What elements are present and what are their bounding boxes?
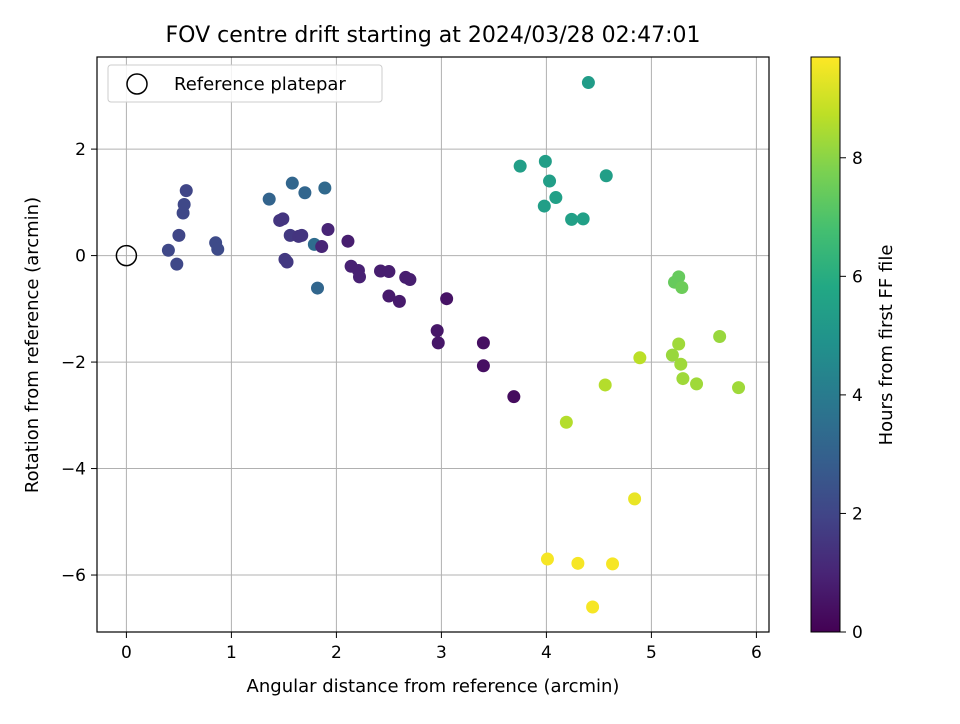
data-point [606, 557, 620, 571]
data-point [172, 228, 186, 242]
x-tick-label: 2 [331, 643, 342, 663]
data-point [440, 292, 454, 306]
data-point [476, 359, 490, 373]
data-point [690, 377, 704, 391]
data-point [341, 234, 355, 248]
data-point [280, 255, 294, 269]
data-point [318, 181, 332, 195]
data-point [540, 552, 554, 566]
data-point [633, 351, 647, 365]
data-point [285, 176, 299, 190]
data-point [321, 223, 335, 236]
chart-title: FOV centre drift starting at 2024/03/28 … [166, 23, 701, 48]
y-tick-label: −4 [61, 460, 86, 480]
plot-frame [96, 56, 770, 633]
data-point [665, 348, 679, 362]
legend-box [107, 64, 383, 103]
x-tick-label: 0 [121, 643, 132, 663]
data-point [549, 191, 563, 205]
data-point [674, 357, 688, 371]
data-point [599, 169, 613, 183]
data-point [732, 381, 746, 395]
legend-marker-icon [126, 73, 148, 95]
x-tick-label: 4 [541, 643, 552, 663]
data-point [628, 492, 642, 506]
data-point [672, 337, 686, 351]
data-point [295, 228, 309, 242]
data-point [311, 281, 324, 295]
colorbar [810, 56, 841, 633]
data-point [571, 556, 585, 570]
data-point [392, 294, 406, 308]
colorbar-tick-label: 0 [852, 623, 863, 643]
legend-label: Reference platepar [174, 74, 346, 95]
data-point [565, 212, 579, 226]
data-point [672, 270, 686, 284]
y-tick-label: 2 [75, 140, 86, 160]
data-point [598, 378, 612, 392]
data-point [513, 159, 527, 173]
colorbar-tick-label: 4 [852, 386, 863, 406]
data-point [507, 390, 521, 404]
x-tick-label: 6 [751, 643, 762, 663]
data-point [586, 600, 600, 614]
data-point [382, 265, 396, 279]
grid-lines [97, 57, 769, 632]
x-axis-ticks: 0 1 2 3 4 5 6 [121, 632, 762, 663]
reference-platepar-marker [115, 244, 138, 267]
data-points [161, 76, 746, 614]
y-axis-label: Rotation from reference (arcmin) [22, 197, 43, 493]
data-point [537, 199, 551, 213]
colorbar-label: Hours from first FF file [876, 245, 897, 446]
x-tick-label: 5 [646, 643, 657, 663]
data-point [713, 330, 727, 344]
data-point [276, 212, 290, 226]
data-point [538, 154, 552, 168]
data-point [179, 184, 193, 198]
data-point [576, 212, 590, 226]
data-point [676, 372, 690, 386]
colorbar-tick-label: 8 [852, 149, 863, 169]
data-point [430, 324, 444, 338]
data-point [403, 273, 417, 287]
data-point [431, 336, 445, 350]
data-point [211, 242, 225, 256]
data-point [170, 257, 184, 271]
data-point [675, 281, 689, 295]
data-point [353, 270, 366, 284]
colorbar-tick-label: 6 [852, 267, 863, 287]
y-tick-label: 0 [75, 247, 86, 267]
legend: Reference platepar [107, 64, 383, 103]
y-axis-ticks: −6 −4 −2 0 2 [61, 140, 97, 586]
y-tick-label: −6 [61, 566, 86, 586]
data-point [543, 174, 557, 188]
data-point [298, 186, 312, 200]
colorbar-ticks: 0 2 4 6 8 [840, 149, 863, 643]
y-tick-label: −2 [61, 353, 86, 373]
data-point [382, 289, 396, 303]
data-point [581, 76, 595, 90]
data-point [161, 243, 175, 257]
data-point [177, 197, 191, 211]
x-axis-label: Angular distance from reference (arcmin) [247, 676, 620, 697]
data-point [559, 415, 573, 429]
data-point [315, 240, 329, 254]
x-tick-label: 1 [226, 643, 237, 663]
reference-marker-group [115, 244, 138, 267]
colorbar-tick-label: 2 [852, 504, 863, 524]
data-point [262, 192, 276, 206]
x-tick-label: 3 [436, 643, 447, 663]
data-point [476, 336, 490, 350]
